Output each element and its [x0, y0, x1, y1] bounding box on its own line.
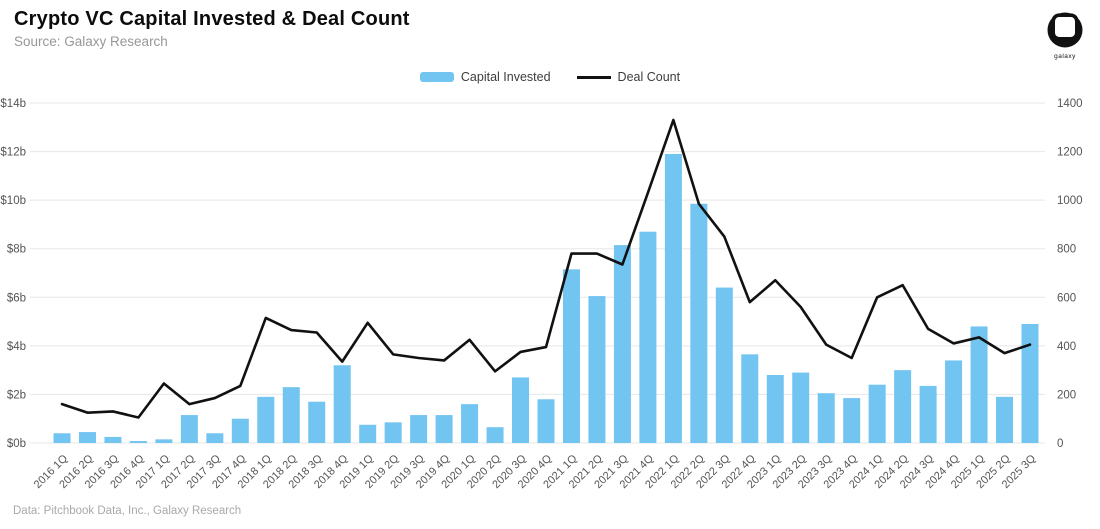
right-axis-label: 0	[1057, 438, 1063, 450]
left-axis-label: $6b	[7, 292, 26, 304]
bar-2016-1Q	[53, 433, 71, 443]
bar-2019-4Q	[435, 415, 453, 443]
capital-deal-chart: $0b 0 $2b 200 $4b 400 $6b 600 $8b 800 $10b 1000 $12b…	[0, 98, 1083, 491]
bar-2020-3Q	[512, 377, 530, 443]
bar-2016-3Q	[104, 436, 122, 443]
legend-item-capital-invested: Capital Invested	[419, 70, 551, 84]
bar-2019-2Q	[384, 422, 402, 443]
header: Crypto VC Capital Invested & Deal Count …	[14, 8, 410, 49]
left-axis-label: $0b	[7, 438, 26, 450]
legend-label: Deal Count	[617, 70, 681, 84]
right-axis-label: 600	[1057, 292, 1076, 304]
galaxy-logo: galaxy	[1042, 10, 1088, 60]
bar-2025-2Q	[996, 396, 1014, 443]
chart-legend: Capital Invested Deal Count	[0, 70, 1100, 84]
bar-2025-3Q	[1021, 324, 1039, 443]
bar-2016-4Q	[129, 441, 147, 443]
left-axis-label: $4b	[7, 341, 26, 353]
bar-2021-3Q	[613, 245, 631, 443]
left-axis-label: $2b	[7, 389, 26, 401]
galaxy-logo-text: galaxy	[1054, 53, 1076, 60]
bar-2021-2Q	[588, 296, 606, 443]
data-credit: Data: Pitchbook Data, Inc., Galaxy Resea…	[13, 505, 242, 517]
page-title: Crypto VC Capital Invested & Deal Count	[14, 8, 410, 30]
bar-2021-4Q	[639, 231, 657, 443]
bar-2022-1Q	[664, 154, 682, 443]
bar-2022-3Q	[715, 287, 733, 443]
bar-2024-3Q	[919, 385, 937, 443]
bar-2017-2Q	[180, 415, 198, 443]
bar-2023-2Q	[792, 372, 810, 443]
bar-2018-1Q	[257, 396, 275, 443]
bar-2020-1Q	[461, 404, 479, 443]
bar-2018-4Q	[333, 365, 351, 443]
bar-2017-4Q	[231, 418, 249, 443]
left-axis-label: $8b	[7, 244, 26, 256]
legend-label: Capital Invested	[460, 70, 551, 84]
source-subtitle: Source: Galaxy Research	[14, 34, 168, 49]
galaxy-logo-icon	[1047, 12, 1083, 48]
right-axis-label: 1000	[1057, 195, 1083, 207]
legend-item-deal-count: Deal Count	[576, 70, 681, 84]
bar-2018-3Q	[308, 401, 326, 443]
legend-bar-swatch	[419, 72, 454, 82]
bar-2021-1Q	[562, 269, 580, 443]
bar-2020-2Q	[486, 427, 504, 443]
bar-2020-4Q	[537, 399, 555, 443]
bar-2024-2Q	[894, 370, 912, 443]
right-axis-label: 800	[1057, 244, 1076, 256]
left-axis-label: $14b	[0, 98, 26, 110]
left-axis-label: $10b	[0, 195, 26, 207]
bar-2024-4Q	[945, 360, 963, 443]
bar-2023-4Q	[843, 398, 861, 443]
legend-line-swatch	[576, 75, 611, 79]
bar-2022-4Q	[741, 354, 759, 443]
bar-2023-3Q	[817, 393, 835, 443]
bar-2019-1Q	[359, 424, 377, 443]
right-axis-label: 1400	[1057, 98, 1083, 110]
bar-2022-2Q	[690, 203, 708, 443]
right-axis-label: 400	[1057, 341, 1076, 353]
bar-2024-1Q	[868, 384, 886, 443]
bar-2019-3Q	[410, 415, 428, 443]
bar-2018-2Q	[282, 387, 300, 443]
bar-2023-1Q	[766, 375, 784, 443]
right-axis-label: 200	[1057, 389, 1076, 401]
bar-2025-1Q	[970, 326, 988, 443]
left-axis-label: $12b	[0, 147, 26, 159]
deal-count-line	[60, 118, 1032, 419]
bar-2017-3Q	[206, 433, 224, 443]
bar-2017-1Q	[155, 439, 173, 443]
chart-area: $0b 0 $2b 200 $4b 400 $6b 600 $8b 800 $10b 1000 $12b…	[0, 95, 1100, 505]
right-axis-label: 1200	[1057, 147, 1083, 159]
bar-2016-2Q	[78, 432, 96, 443]
